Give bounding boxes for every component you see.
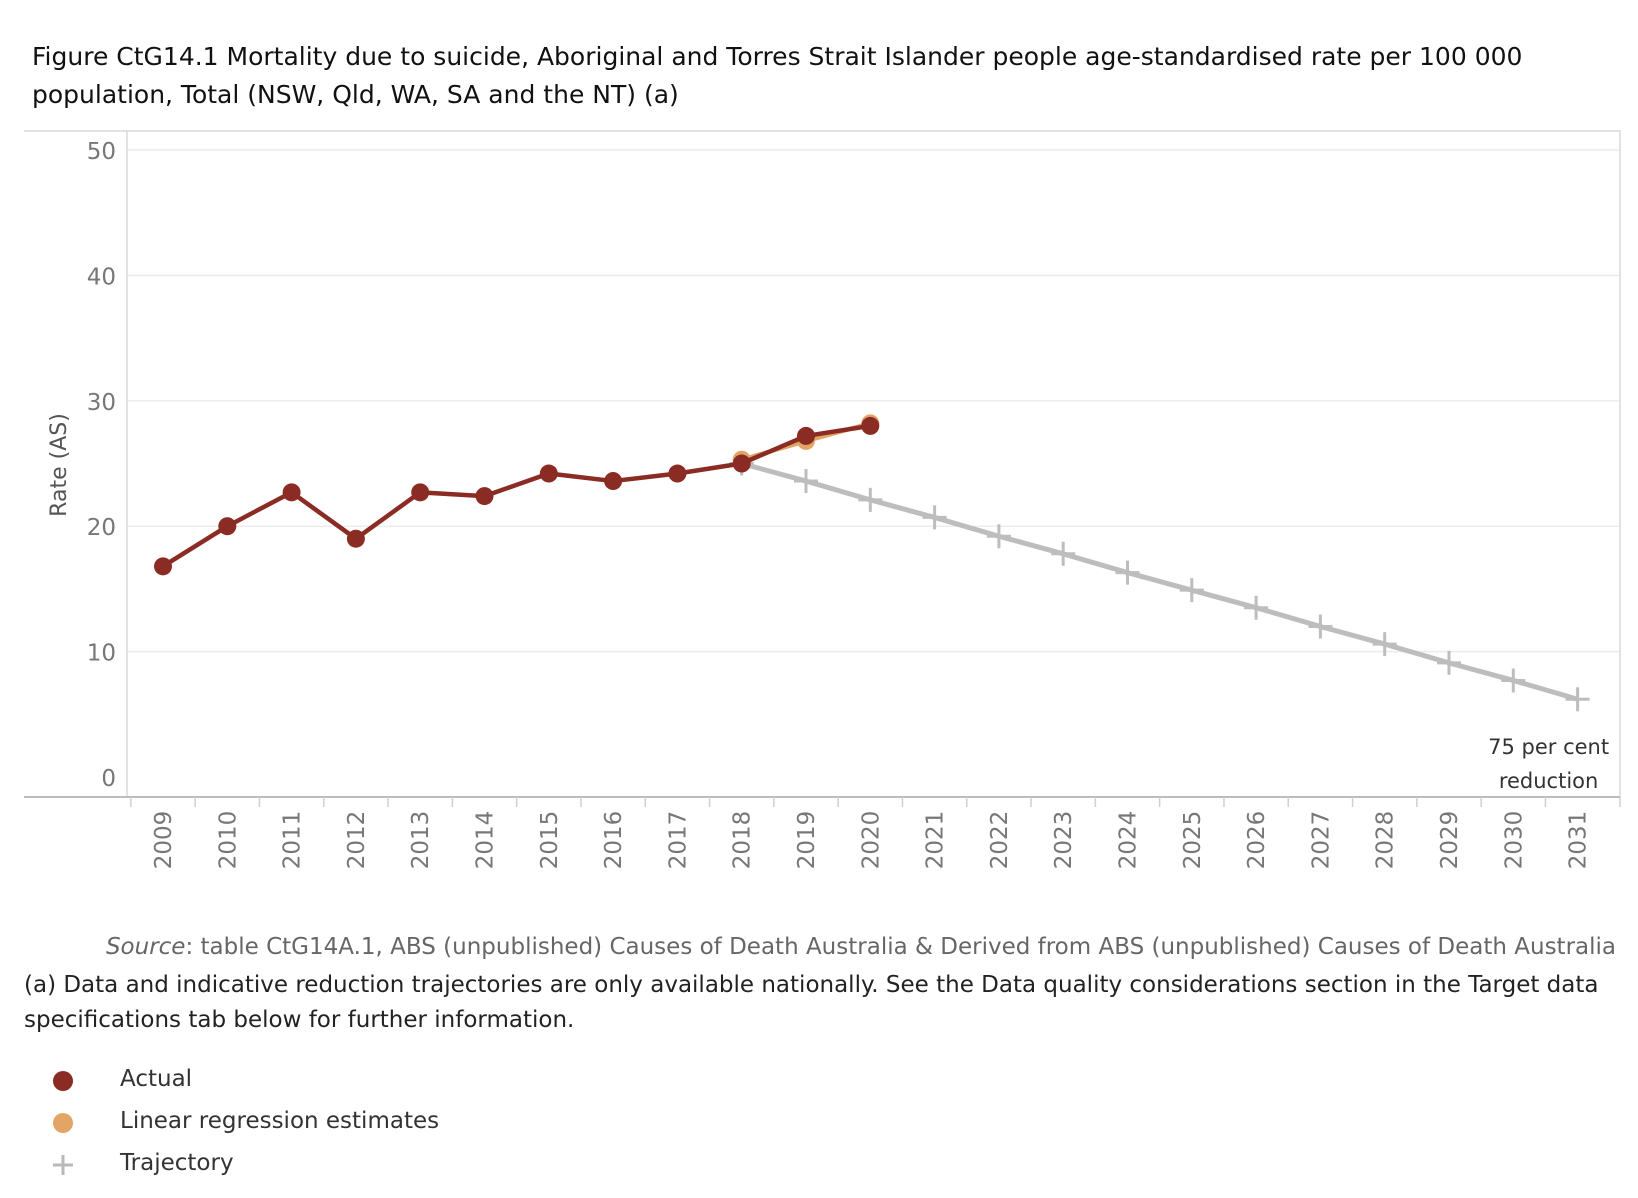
series [154, 414, 1590, 712]
actual-point [282, 483, 301, 502]
trajectory-point [1501, 668, 1526, 693]
x-tick-label: 2015 [537, 811, 563, 870]
actual-point [604, 472, 623, 491]
trajectory-point [1437, 650, 1461, 675]
trajectory-point [858, 487, 883, 512]
trajectory-marker-icon [53, 1155, 73, 1175]
x-tick-label: 2016 [601, 811, 627, 870]
x-tick-label: 2026 [1244, 811, 1270, 870]
actual-point [861, 416, 880, 435]
x-tick-label: 2014 [473, 811, 499, 870]
actual-line [161, 423, 871, 569]
source-label: Source [105, 934, 186, 960]
y-tick-label: 20 [87, 515, 116, 541]
actual-point [346, 529, 365, 548]
x-tick-label: 2009 [151, 811, 177, 870]
trajectory-point [1115, 560, 1140, 585]
trajectory-point [986, 524, 1011, 549]
y-tick-label: 10 [87, 641, 116, 667]
trajectory-point [794, 469, 818, 494]
x-tick-label: 2025 [1180, 811, 1206, 870]
chart-title: Figure CtG14.1 Mortality due to suicide,… [32, 42, 1523, 109]
actual-point [797, 426, 815, 445]
x-tick-label: 2024 [1116, 811, 1142, 870]
source-text: : table CtG14A.1, ABS (unpublished) Caus… [185, 934, 1616, 960]
trajectory-point [1372, 632, 1397, 657]
actual-point [218, 517, 237, 536]
x-tick-label: 2018 [730, 811, 756, 870]
x-tick-label: 2017 [665, 811, 691, 870]
trajectory-point [1051, 541, 1076, 566]
x-tick-label: 2012 [344, 811, 370, 870]
x-tick-label: 2010 [215, 811, 241, 870]
y-tick-label: 50 [87, 139, 116, 165]
x-tick-label: 2020 [858, 811, 884, 870]
x-tick-label: 2019 [794, 811, 820, 870]
gridlines [127, 149, 1620, 653]
source-note: Source: table CtG14A.1, ABS (unpublished… [106, 934, 1616, 960]
x-tick-label: 2011 [280, 811, 306, 870]
legend-label: Trajectory [120, 1150, 234, 1176]
footnote: (a) Data and indicative reduction trajec… [24, 972, 1599, 1033]
actual-marker-icon [53, 1071, 73, 1091]
x-tick-label: 2023 [1051, 811, 1077, 870]
trajectory-line [741, 461, 1579, 702]
plot-frame [126, 130, 1621, 798]
trajectory-point [1308, 614, 1333, 639]
annotation-line-1: 75 per cent [1488, 735, 1609, 759]
y-tick-label: 30 [87, 390, 116, 416]
legend-label: Actual [120, 1066, 193, 1092]
x-tick-label: 2021 [923, 811, 949, 870]
x-tick-label: 2028 [1373, 811, 1399, 870]
regression-marker-icon [53, 1113, 73, 1133]
actual-point [154, 557, 172, 576]
actual-point [539, 464, 558, 483]
x-tick-label: 2029 [1437, 811, 1463, 870]
y-axis-title: Rate (AS) [47, 413, 72, 517]
actual-point [475, 487, 494, 506]
y-tick-label: 0 [101, 766, 116, 792]
x-tick-label: 2027 [1308, 811, 1334, 870]
trajectory-point [922, 505, 947, 530]
x-tick-label: 2022 [987, 811, 1013, 870]
axes [24, 130, 1621, 807]
trajectory-point [1179, 578, 1204, 603]
annotation-line-2: reduction [1499, 769, 1599, 793]
trajectory-point [1244, 595, 1269, 620]
x-tick-label: 2013 [408, 811, 434, 870]
actual-point [411, 483, 430, 502]
trajectory-point [1565, 687, 1590, 712]
x-tick-label: 2031 [1566, 811, 1592, 870]
legend-label: Linear regression estimates [120, 1108, 440, 1134]
y-tick-label: 40 [87, 264, 116, 290]
actual-point [732, 454, 751, 473]
x-tick-label: 2030 [1501, 811, 1527, 870]
actual-point [668, 464, 687, 483]
